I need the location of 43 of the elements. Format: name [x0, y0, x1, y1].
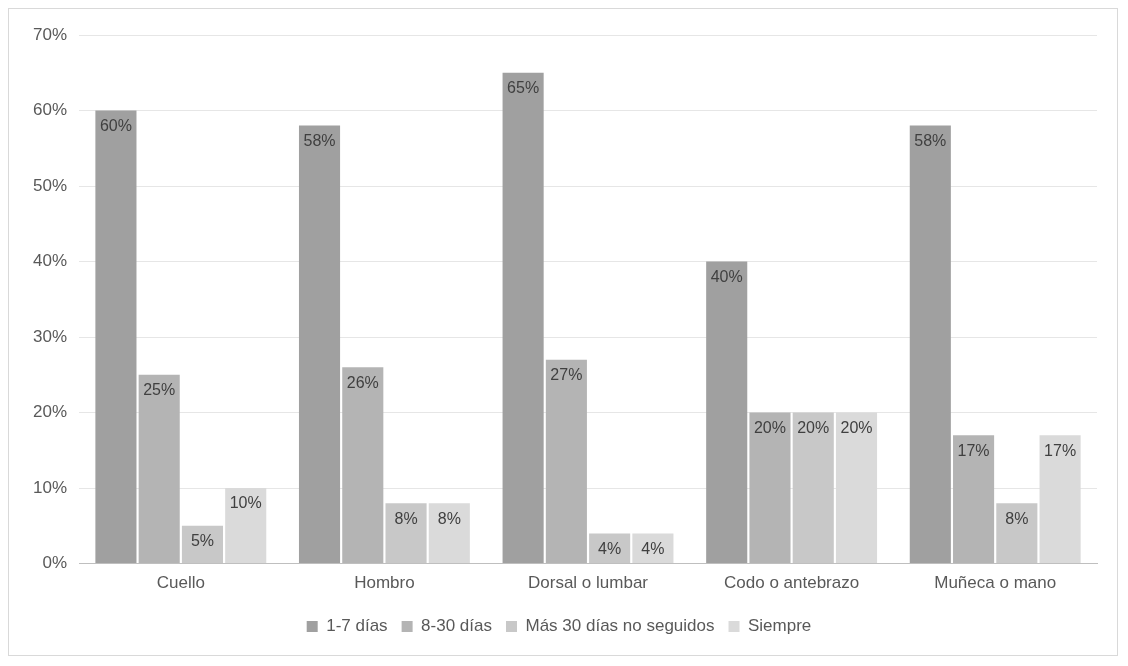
- data-label: 20%: [840, 418, 873, 436]
- data-label: 8%: [1005, 509, 1029, 527]
- bar: [95, 110, 137, 564]
- data-label: 26%: [346, 373, 379, 391]
- data-label: 58%: [303, 132, 336, 150]
- y-tick-label: 60%: [32, 100, 68, 120]
- data-label: 4%: [641, 539, 665, 557]
- data-label: 60%: [99, 116, 132, 134]
- x-tick-label: Cuello: [156, 573, 205, 593]
- x-tick-label: Muñeca o mano: [934, 573, 1057, 593]
- data-label: 20%: [753, 418, 786, 436]
- data-label: 27%: [550, 366, 583, 384]
- data-label: 65%: [507, 79, 540, 97]
- bar: [298, 125, 341, 564]
- y-tick-label: 0%: [42, 553, 68, 573]
- y-tick-label: 40%: [32, 251, 68, 271]
- legend-label: Más 30 días no seguidos: [525, 616, 715, 636]
- data-label: 10%: [229, 494, 262, 512]
- legend-label: 1-7 días: [326, 616, 388, 636]
- data-label: 8%: [437, 509, 461, 527]
- x-tick-label: Dorsal o lumbar: [528, 573, 649, 593]
- y-tick-label: 20%: [32, 402, 68, 422]
- data-label: 8%: [394, 509, 418, 527]
- y-tick-label: 70%: [32, 24, 68, 44]
- data-label: 4%: [598, 539, 622, 557]
- bar: [706, 261, 748, 564]
- data-label: 58%: [914, 132, 947, 150]
- legend-label: 8-30 días: [421, 616, 493, 636]
- data-label: 40%: [710, 267, 743, 285]
- legend-label: Siempre: [748, 616, 812, 636]
- bar: [909, 125, 951, 564]
- y-tick-label: 10%: [32, 477, 68, 497]
- data-label: 5%: [190, 532, 215, 550]
- data-label: 20%: [797, 418, 830, 436]
- data-label: 17%: [1044, 441, 1077, 459]
- y-tick-label: 30%: [32, 326, 68, 346]
- bar: [428, 503, 470, 564]
- bar: [502, 72, 544, 564]
- x-tick-label: Codo o antebrazo: [724, 573, 860, 593]
- data-label: 17%: [957, 441, 990, 459]
- y-tick-label: 50%: [32, 175, 68, 195]
- data-label: 25%: [143, 381, 176, 399]
- x-tick-label: Hombro: [354, 573, 415, 593]
